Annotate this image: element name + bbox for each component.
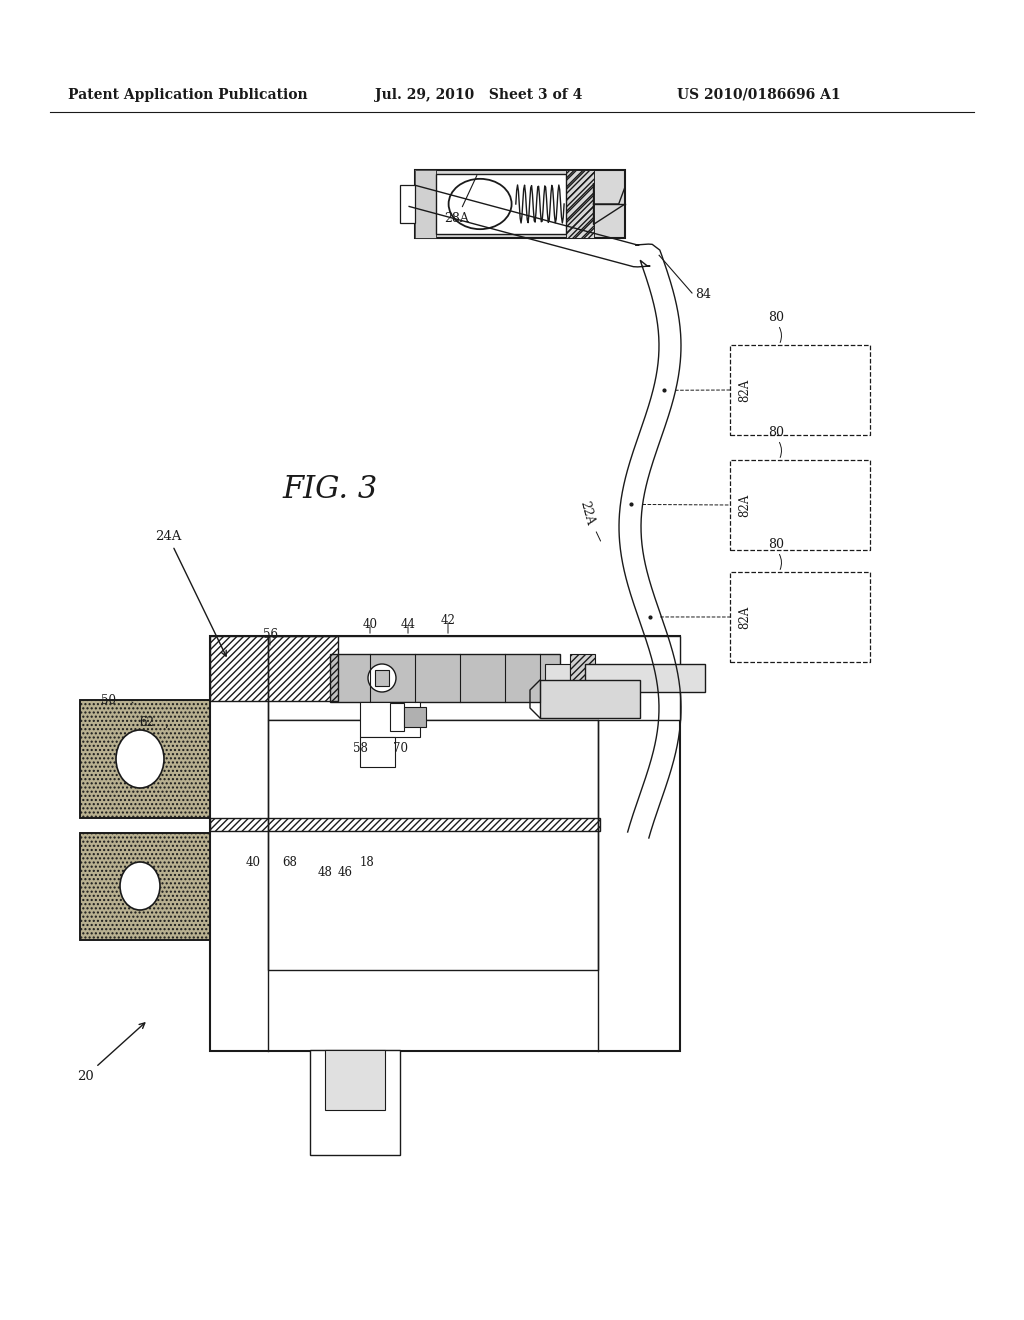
Bar xyxy=(566,170,594,238)
Text: 40: 40 xyxy=(362,618,378,631)
Text: 80: 80 xyxy=(768,426,784,440)
Ellipse shape xyxy=(120,862,160,909)
Text: 44: 44 xyxy=(400,618,416,631)
Bar xyxy=(80,700,210,818)
Ellipse shape xyxy=(449,178,512,230)
Text: 82A: 82A xyxy=(738,606,751,628)
Bar xyxy=(210,636,680,1051)
Text: 48: 48 xyxy=(317,866,333,879)
Bar xyxy=(268,719,598,970)
Text: 82A: 82A xyxy=(738,379,751,401)
Bar xyxy=(566,170,594,238)
Text: 82A: 82A xyxy=(738,494,751,516)
Bar xyxy=(400,185,415,223)
Text: 40: 40 xyxy=(246,855,260,869)
Bar xyxy=(415,170,625,238)
Bar xyxy=(210,818,600,832)
Bar xyxy=(415,170,436,238)
Bar xyxy=(210,636,680,1051)
Text: Patent Application Publication: Patent Application Publication xyxy=(68,88,307,102)
Bar xyxy=(330,653,560,702)
Text: 56: 56 xyxy=(262,628,278,642)
Text: 22A: 22A xyxy=(578,499,601,541)
Bar xyxy=(415,170,436,238)
Text: 42: 42 xyxy=(440,614,456,627)
Bar xyxy=(360,702,420,737)
Ellipse shape xyxy=(368,664,396,692)
Bar xyxy=(436,174,566,234)
Bar xyxy=(325,1049,385,1110)
Bar xyxy=(585,664,705,692)
Text: 24A: 24A xyxy=(155,531,226,656)
Text: 70: 70 xyxy=(392,742,408,755)
Bar xyxy=(404,708,426,727)
Text: 80: 80 xyxy=(768,312,784,323)
Text: Jul. 29, 2010   Sheet 3 of 4: Jul. 29, 2010 Sheet 3 of 4 xyxy=(375,88,583,102)
Bar xyxy=(730,572,870,663)
Bar xyxy=(310,1049,400,1155)
Bar xyxy=(415,170,436,238)
Text: 84: 84 xyxy=(695,288,711,301)
Bar xyxy=(360,737,395,767)
Bar xyxy=(80,833,210,940)
Text: 50: 50 xyxy=(100,693,116,706)
Text: 20: 20 xyxy=(77,1023,144,1082)
Text: 46: 46 xyxy=(338,866,352,879)
Bar xyxy=(375,671,389,686)
Bar xyxy=(390,704,404,731)
Bar xyxy=(80,700,210,818)
Bar xyxy=(540,680,640,718)
Text: 58: 58 xyxy=(352,742,368,755)
Bar xyxy=(268,636,680,719)
Text: 68: 68 xyxy=(283,855,297,869)
Bar xyxy=(545,664,570,692)
Bar xyxy=(210,636,338,701)
Bar xyxy=(80,833,210,940)
Bar xyxy=(730,345,870,436)
Text: 62: 62 xyxy=(139,717,155,730)
Ellipse shape xyxy=(116,730,164,788)
Polygon shape xyxy=(594,183,625,224)
Text: FIG. 3: FIG. 3 xyxy=(283,474,378,506)
Text: 80: 80 xyxy=(768,539,784,550)
Bar xyxy=(730,459,870,550)
Bar xyxy=(570,653,595,702)
Text: 28A: 28A xyxy=(444,176,477,224)
Text: 18: 18 xyxy=(359,855,375,869)
Text: US 2010/0186696 A1: US 2010/0186696 A1 xyxy=(677,88,841,102)
